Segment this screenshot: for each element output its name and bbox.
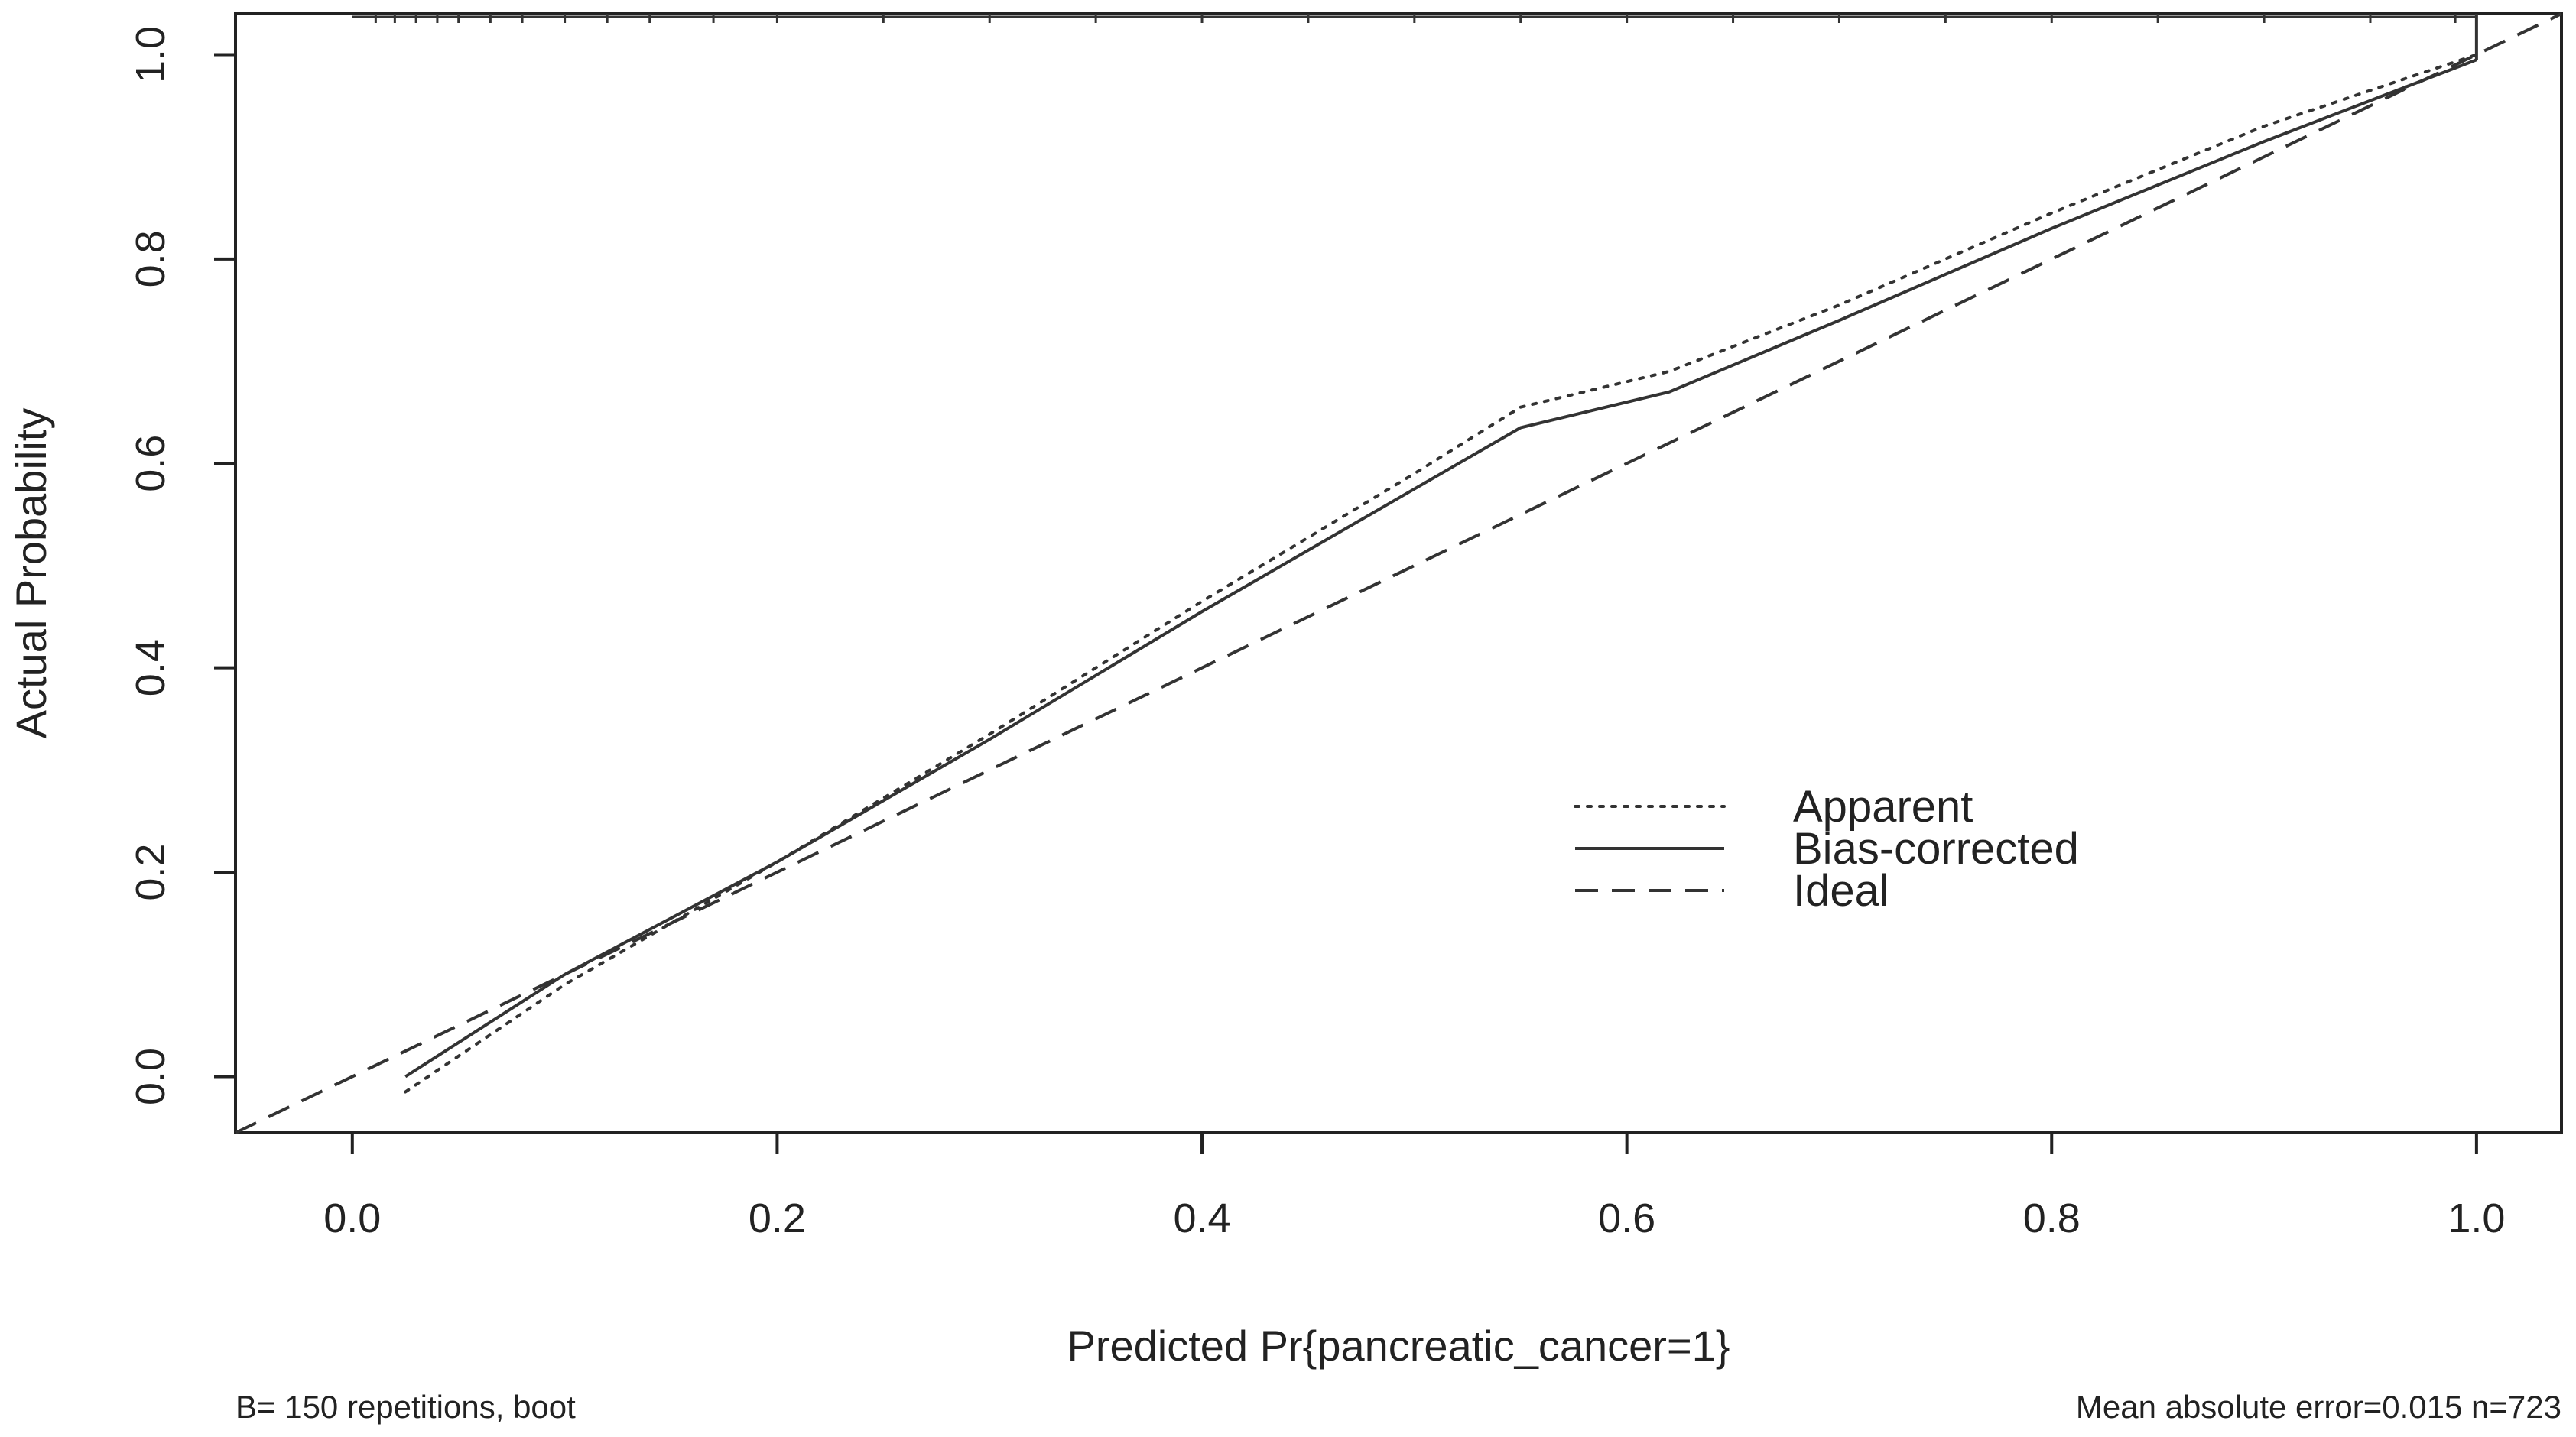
x-tick-label: 0.8 [2023,1195,2081,1241]
y-axis-label: Actual Probability [7,408,55,739]
x-tick-label: 0.4 [1173,1195,1230,1241]
series-lines [235,12,2562,1134]
series-line-apparent [404,53,2478,1094]
series-line-ideal [235,12,2562,1134]
plot-frame [234,12,2563,1134]
legend-label: Bias-corrected [1793,824,2079,874]
y-tick-label: 0.6 [128,435,174,492]
legend-label: Ideal [1793,866,1889,916]
y-tick-label: 0.2 [128,844,174,901]
x-axis: 0.0 0.2 0.4 0.6 0.8 1.0 [323,1133,2505,1241]
rug-marks [352,14,2477,23]
y-tick-label: 0.4 [128,639,174,696]
y-axis: 0.0 0.2 0.4 0.6 0.8 1.0 [128,26,236,1105]
y-tick-label: 0.8 [128,230,174,287]
y-tick-label: 0.0 [128,1048,174,1105]
series-line-bias-corrected [404,58,2477,1079]
x-tick-label: 0.2 [749,1195,806,1241]
x-tick-label: 1.0 [2448,1195,2505,1241]
x-tick-label: 0.0 [323,1195,381,1241]
legend-label: Apparent [1793,782,1973,832]
y-tick-label: 1.0 [128,26,174,83]
footnote-left: B= 150 repetitions, boot [236,1389,576,1425]
x-axis-label: Predicted Pr{pancreatic_cancer=1} [1067,1322,1730,1370]
x-tick-label: 0.6 [1598,1195,1655,1241]
footnote-right: Mean absolute error=0.015 n=723 [2076,1389,2561,1425]
